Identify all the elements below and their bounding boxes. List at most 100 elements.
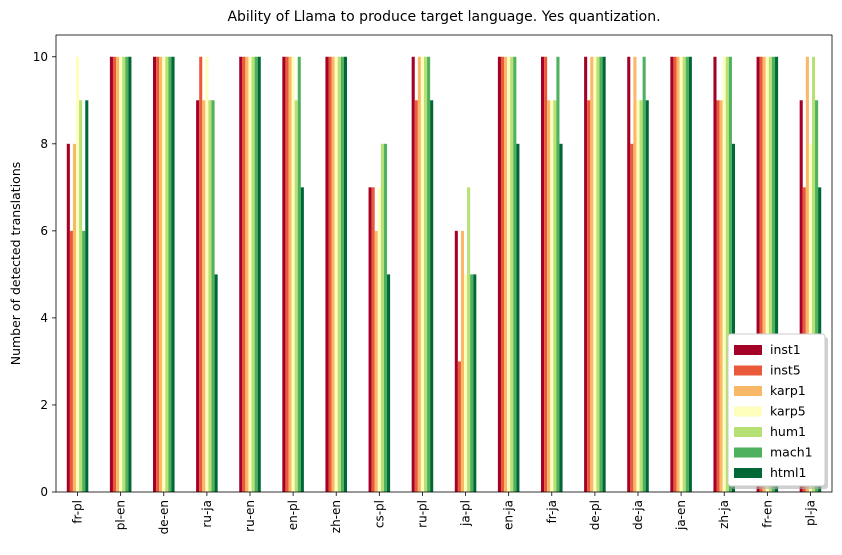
bar-mach1-ru-ja	[211, 100, 215, 492]
bar-karp5-pl-en	[119, 56, 123, 492]
bar-html1-de-pl	[602, 56, 606, 492]
bar-karp1-de-ja	[633, 56, 637, 492]
legend-label-html1: html1	[770, 465, 806, 480]
bar-mach1-pl-ja	[815, 100, 819, 492]
bar-hum1-en-pl	[294, 100, 298, 492]
bar-inst1-ja-pl	[454, 230, 458, 493]
bar-karp1-ja-en	[676, 56, 680, 492]
bar-mach1-cs-pl	[383, 143, 388, 492]
legend-label-hum1: hum1	[770, 424, 806, 439]
y-tick-label: 10	[33, 50, 48, 64]
bar-karp1-fr-en	[762, 56, 766, 492]
x-tick-label: ru-pl	[415, 500, 429, 528]
bar-karp5-ru-en	[248, 56, 252, 492]
bar-karp5-ja-pl	[464, 274, 468, 492]
legend-swatch-karp5	[734, 406, 762, 417]
bar-hum1-de-en	[165, 56, 169, 492]
bar-html1-zh-en	[343, 56, 347, 492]
bar-hum1-de-ja	[639, 100, 643, 492]
bar-mach1-zh-en	[340, 56, 344, 492]
bar-html1-cs-pl	[387, 274, 391, 492]
legend-swatch-mach1	[734, 447, 762, 458]
plot-frame	[55, 34, 833, 493]
bar-mach1-pl-en	[125, 56, 129, 492]
bar-karp5-de-ja	[636, 100, 640, 492]
bar-inst5-de-en	[156, 56, 160, 492]
bar-inst5-cs-pl	[371, 187, 375, 492]
bar-mach1-ja-en	[685, 56, 689, 492]
bar-html1-ru-pl	[430, 100, 434, 492]
x-tick-label: ru-ja	[200, 500, 214, 528]
bar-inst5-zh-ja	[716, 100, 720, 492]
bar-karp1-ru-ja	[202, 100, 206, 492]
bar-karp5-ru-pl	[420, 56, 424, 492]
bar-html1-ja-en	[688, 56, 692, 492]
x-tick-label: cs-pl	[372, 500, 386, 528]
bar-karp1-en-pl	[288, 56, 292, 492]
bar-inst1-en-pl	[282, 56, 286, 492]
legend-swatch-inst5	[734, 365, 762, 376]
legend-swatch-inst1	[734, 345, 762, 355]
bar-karp5-pl-ja	[808, 143, 812, 492]
bar-karp5-fr-en	[765, 56, 769, 492]
bar-inst1-zh-en	[325, 56, 329, 492]
y-tick-label: 4	[40, 311, 48, 325]
bar-hum1-ru-ja	[208, 100, 212, 492]
bar-html1-ru-ja	[214, 274, 218, 492]
chart-title: Ability of Llama to produce target langu…	[227, 9, 660, 25]
bar-karp1-de-en	[159, 56, 163, 492]
x-tick-label: pl-ja	[803, 500, 817, 526]
bar-mach1-fr-pl	[82, 230, 86, 493]
bar-html1-fr-ja	[559, 143, 563, 492]
x-tick-label: ja-en	[674, 500, 688, 531]
x-tick-label: en-pl	[286, 500, 300, 530]
bar-karp5-en-ja	[507, 56, 511, 492]
bar-hum1-ru-en	[251, 56, 255, 492]
bar-hum1-fr-ja	[553, 100, 557, 492]
bar-inst1-en-ja	[497, 56, 501, 492]
y-tick-label: 0	[40, 485, 48, 499]
x-tick-label: de-ja	[631, 500, 645, 530]
bar-karp5-zh-en	[334, 56, 338, 492]
bar-karp5-de-en	[162, 56, 166, 492]
bar-inst5-en-ja	[500, 56, 505, 492]
bar-inst5-ja-pl	[457, 361, 461, 492]
x-tick-label: de-pl	[588, 500, 602, 530]
bar-inst5-ja-en	[673, 56, 677, 492]
bar-karp5-cs-pl	[377, 187, 381, 492]
bars-layer	[66, 56, 822, 493]
bar-inst1-de-ja	[627, 56, 631, 492]
bar-inst1-fr-en	[756, 56, 760, 492]
bar-hum1-zh-en	[337, 56, 341, 492]
bar-inst5-de-pl	[587, 100, 591, 492]
bar-karp1-zh-ja	[719, 100, 723, 492]
bar-hum1-pl-ja	[811, 56, 816, 492]
bar-mach1-ja-pl	[470, 274, 474, 492]
bar-inst5-fr-pl	[69, 230, 73, 493]
bar-html1-ru-en	[257, 56, 261, 492]
bar-karp1-fr-ja	[547, 100, 551, 492]
x-tick-label: zh-ja	[717, 500, 731, 529]
bar-hum1-fr-en	[768, 56, 772, 492]
legend-label-inst5: inst5	[770, 363, 801, 378]
x-tick-label: ru-en	[243, 500, 257, 532]
bar-karp1-fr-pl	[72, 143, 77, 492]
x-tick-label: de-en	[157, 500, 171, 534]
bar-inst5-ru-pl	[414, 100, 418, 492]
bar-karp1-cs-pl	[374, 230, 378, 493]
legend-label-inst1: inst1	[770, 342, 801, 357]
bar-karp5-de-pl	[593, 56, 597, 492]
bar-mach1-fr-ja	[556, 56, 560, 492]
bar-inst1-fr-pl	[66, 143, 70, 492]
y-tick-label: 2	[40, 398, 48, 412]
bar-html1-de-ja	[645, 100, 649, 492]
bar-karp1-ja-pl	[460, 230, 465, 493]
bar-inst1-zh-ja	[713, 56, 717, 492]
bar-karp5-ru-ja	[205, 56, 209, 492]
bar-karp5-fr-pl	[76, 56, 80, 492]
axes-layer: 0 2 4 6 8 10 fr-pl pl-en de-en ru-ja ru-en en-pl zh-…	[33, 34, 833, 534]
bar-inst5-ru-ja	[199, 56, 203, 492]
bar-mach1-fr-en	[771, 56, 776, 492]
bar-inst1-ru-pl	[411, 56, 415, 492]
